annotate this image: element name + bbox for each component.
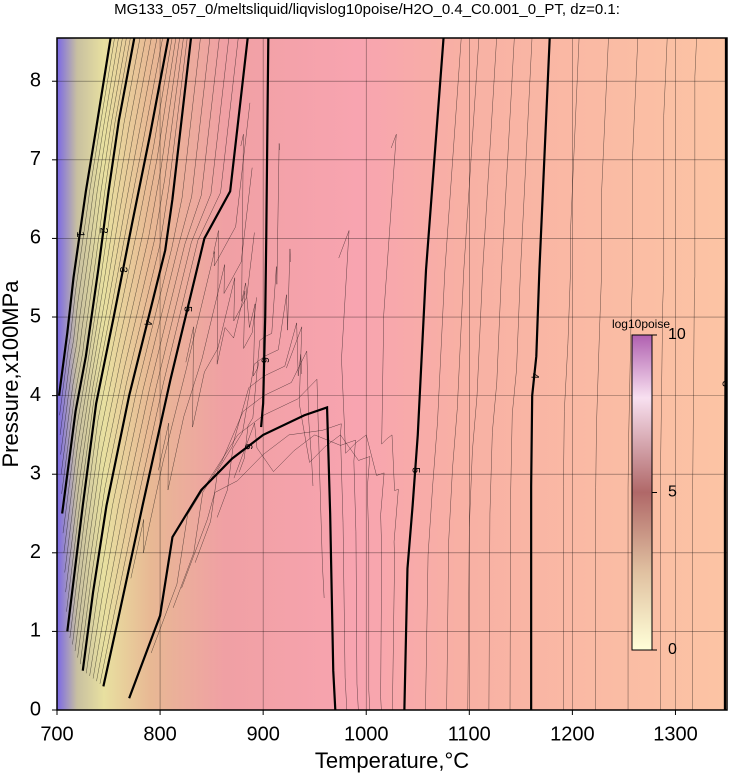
thin-contour <box>77 38 184 658</box>
thin-contour <box>63 38 146 553</box>
contour-label: 4 <box>141 320 153 326</box>
thin-contour <box>150 378 325 654</box>
thin-contour <box>64 38 152 573</box>
contour-label: 3 <box>720 381 732 387</box>
thin-contour <box>213 230 257 365</box>
colorbar <box>631 334 653 651</box>
thin-contour <box>60 38 123 455</box>
contour-label: 6 <box>242 444 254 450</box>
thin-contour <box>509 38 533 710</box>
colorbar-tick-label: 5 <box>668 484 677 501</box>
y-tick-label: 5 <box>30 305 41 327</box>
contour-line <box>57 38 112 396</box>
y-tick-label: 8 <box>30 70 41 92</box>
contour-line <box>128 405 337 710</box>
contour-line <box>81 38 193 671</box>
x-tick-label: 1100 <box>448 723 491 745</box>
colorbar-label: log10poise <box>612 317 670 331</box>
thin-contour <box>488 38 515 710</box>
contour-line <box>723 38 727 710</box>
y-tick-label: 2 <box>30 541 41 563</box>
x-axis-label: Temperature,°C <box>315 748 469 773</box>
thin-contour <box>286 326 371 710</box>
contour-label: 1 <box>74 231 86 237</box>
thin-contour <box>338 230 385 710</box>
thin-contour <box>99 38 239 684</box>
x-tick-label: 700 <box>40 723 73 745</box>
contour-line <box>403 38 445 710</box>
x-tick-label: 1300 <box>653 723 698 745</box>
thin-contour <box>96 38 230 682</box>
thin-contour <box>563 38 580 710</box>
chart-title: MG133_057_0/meltsliquid/liqvislog10poise… <box>114 1 620 18</box>
y-tick-label: 7 <box>30 148 41 170</box>
contour-label: 5 <box>181 306 193 312</box>
contour-line <box>102 38 249 687</box>
thin-contour <box>65 38 158 593</box>
thin-contour <box>59 38 115 416</box>
y-axis-label: Pressure,x100MPa <box>0 280 23 468</box>
plot-frame <box>56 37 728 711</box>
thin-contour <box>660 38 668 710</box>
colorbar-tick-label: 0 <box>668 641 677 658</box>
x-tick-label: 900 <box>246 723 279 745</box>
thin-contour <box>425 38 462 710</box>
thin-contour <box>69 38 173 638</box>
contour-label: 4 <box>528 373 540 379</box>
x-tick-label: 1000 <box>344 723 389 745</box>
contour-label: 5 <box>409 467 421 473</box>
plot-background <box>57 38 727 710</box>
thin-contour <box>85 38 201 674</box>
thin-contour <box>595 38 609 710</box>
thin-contour <box>130 102 251 579</box>
thin-contour <box>446 38 480 710</box>
y-tick-label: 3 <box>30 462 41 484</box>
thin-contour <box>240 134 260 377</box>
contour-line <box>61 38 136 514</box>
thin-contour <box>158 167 253 490</box>
colorbar-tick-label: 10 <box>668 326 686 343</box>
contour-label: 3 <box>117 267 129 273</box>
thin-contour <box>79 38 188 665</box>
contours: 3 4 5 6 6 5 4 3 2 1 <box>57 38 732 710</box>
thin-contour <box>66 38 163 612</box>
thin-contour <box>72 38 177 645</box>
y-tick-label: 1 <box>30 620 41 642</box>
contour-line <box>259 38 270 428</box>
y-tick-label: 0 <box>30 698 41 720</box>
contour-line <box>66 38 170 632</box>
contour-line <box>530 38 551 710</box>
y-tick-label: 4 <box>30 384 41 406</box>
thin-contour <box>467 38 497 710</box>
thin-contour <box>60 38 127 475</box>
contour-label: 6 <box>258 357 270 363</box>
thin-contour <box>74 38 180 652</box>
thin-contour <box>381 134 399 710</box>
thin-contour <box>627 38 639 710</box>
thin-contour <box>62 38 141 534</box>
thin-contour <box>59 38 119 435</box>
contour-label: 2 <box>97 227 109 233</box>
y-tick-label: 6 <box>30 227 41 249</box>
thin-contour <box>185 232 255 428</box>
thin-contour <box>181 423 348 710</box>
thin-contour <box>89 38 211 676</box>
thin-contour <box>92 38 220 679</box>
thin-contour <box>61 38 131 494</box>
x-tick-label: 1200 <box>550 723 595 745</box>
x-tick-label: 800 <box>143 723 176 745</box>
thin-contour <box>692 38 697 710</box>
